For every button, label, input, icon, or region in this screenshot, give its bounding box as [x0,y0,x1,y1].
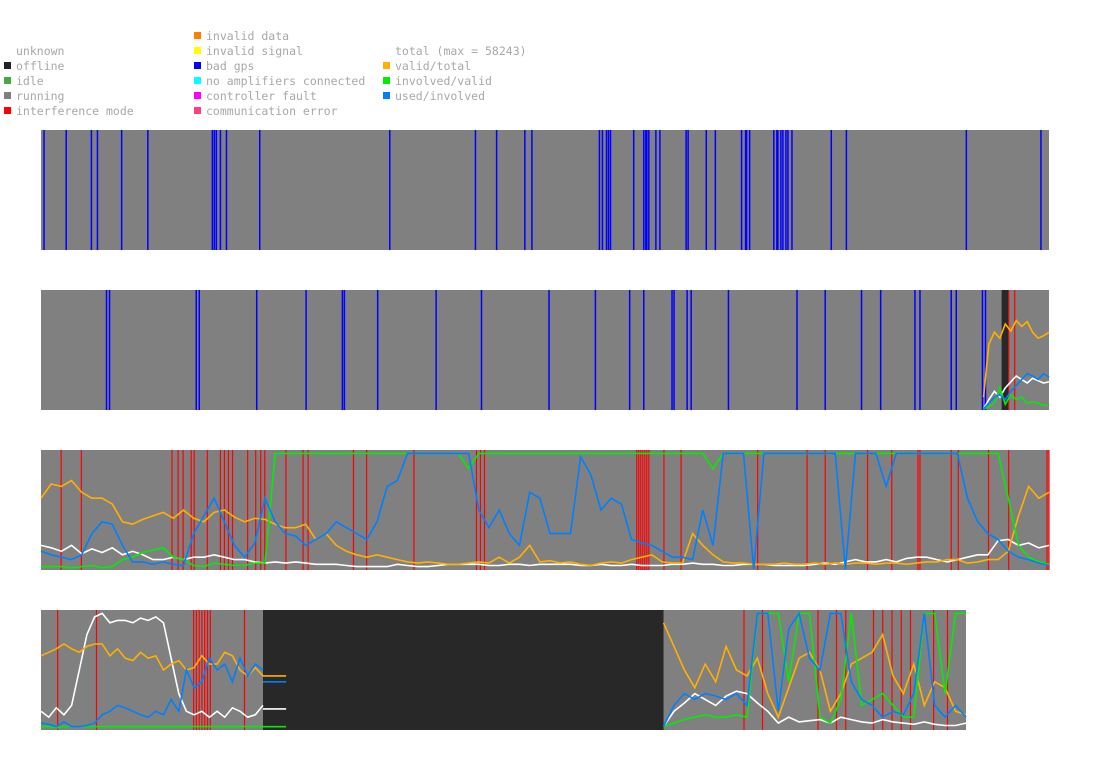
legend-swatch [4,77,11,84]
legend-item-used-involved: used/involved [383,89,485,104]
legend-swatch [194,92,201,99]
legend-item-valid-total: valid/total [383,59,471,74]
legend-swatch [383,77,390,84]
legend-item-controller-fault: controller fault [194,89,317,104]
involved-valid-line [983,385,1049,410]
legend-label: interference mode [16,104,134,118]
legend-swatch [194,107,201,114]
strip-1 [41,130,1049,250]
legend-label: idle [16,74,44,88]
legend-swatch [383,92,390,99]
strip-2 [41,290,1050,410]
legend-label: invalid data [206,29,290,43]
legend-item-idle: idle [4,74,44,89]
total-line [40,612,264,719]
legend-label: offline [16,59,65,73]
legend-item-invalid-signal: invalid signal [194,44,303,59]
legend-swatch [383,62,390,69]
legend-label: communication error [206,104,338,118]
used-involved-line [982,372,1050,410]
strip-background [41,130,1049,250]
strip-background [41,450,1049,570]
legend-swatch [4,62,11,69]
legend-swatch [4,107,11,114]
legend-item-offline: offline [4,59,64,74]
legend-label: running [16,89,65,103]
valid-total-line [40,479,1050,567]
legend-item-communication-error: communication error [194,104,338,119]
legend-item-interference-mode: interference mode [4,104,134,119]
legend-item-unknown: unknown [4,44,64,59]
legend-label: invalid signal [206,44,303,58]
valid-total-line [40,643,264,677]
legend-item-total-max-58243-: total (max = 58243) [383,44,527,59]
valid-total-line [982,319,1050,398]
legend-label: valid/total [395,59,472,73]
offline-range [1001,290,1009,410]
used-involved-line [40,655,264,728]
legend-item-no-amplifiers-connected: no amplifiers connected [194,74,365,89]
legend-item-involved-valid: involved/valid [383,74,492,89]
legend-swatch [4,92,11,99]
legend-swatch [194,77,201,84]
legend-item-bad-gps: bad gps [194,59,254,74]
legend-label: used/involved [395,89,486,103]
strip-background [41,290,1049,410]
legend-label: involved/valid [395,74,492,88]
legend-label: no amplifiers connected [206,74,366,88]
strip-4 [40,610,967,730]
legend-swatch [194,47,201,54]
legend-item-running: running [4,89,64,104]
legend-swatch [194,62,201,69]
offline-range [263,610,664,730]
total-line [40,538,1050,568]
total-line [662,690,967,728]
legend-label: unknown [16,44,65,58]
legend-label: bad gps [206,59,255,73]
legend-label: total (max = 58243) [395,44,527,58]
legend-label: controller fault [206,89,317,103]
used-involved-line [40,452,1050,570]
total-line [982,374,1050,410]
involved-valid-line [41,452,1050,569]
used-involved-line [662,611,967,727]
legend-item-invalid-data: invalid data [194,29,289,44]
legend-swatch [194,32,201,39]
strip-3 [40,450,1050,570]
